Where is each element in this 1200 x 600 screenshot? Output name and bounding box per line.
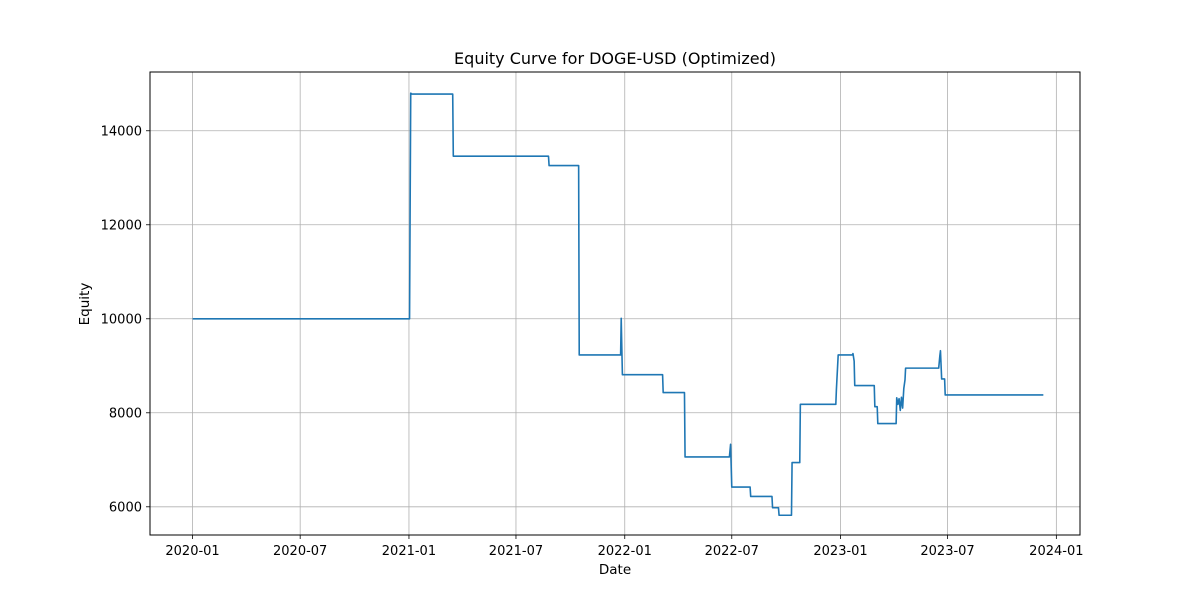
x-axis-label: Date — [599, 562, 631, 578]
y-tick-label: 10000 — [101, 312, 142, 327]
y-tick-label: 6000 — [109, 500, 142, 515]
x-tick-label: 2022-01 — [598, 544, 652, 559]
x-axis: 2020-01 2020-07 2021-01 2021-07 2022-01 2022-… — [165, 535, 1084, 559]
x-gridlines — [192, 72, 1057, 535]
x-tick-label: 2021-07 — [489, 544, 543, 559]
equity-series-line — [192, 92, 1044, 517]
chart-title: Equity Curve for DOGE-USD (Optimized) — [454, 49, 776, 68]
series-layer — [192, 92, 1044, 517]
x-tick-label: 2022-07 — [705, 544, 759, 559]
x-tick-label: 2023-01 — [813, 544, 867, 559]
x-tick-label: 2024-01 — [1029, 544, 1083, 559]
y-axis-label: Equity — [77, 283, 93, 326]
x-tick-label: 2023-07 — [920, 544, 974, 559]
y-axis: 6000 8000 10000 12000 14000 — [101, 124, 150, 515]
y-tick-label: 8000 — [109, 406, 142, 421]
plot-frame — [149, 71, 1081, 536]
x-tick-label: 2020-07 — [273, 544, 327, 559]
y-tick-label: 14000 — [101, 124, 142, 139]
x-tick-label: 2020-01 — [165, 544, 219, 559]
x-tick-label: 2021-01 — [382, 544, 436, 559]
y-tick-label: 12000 — [101, 218, 142, 233]
